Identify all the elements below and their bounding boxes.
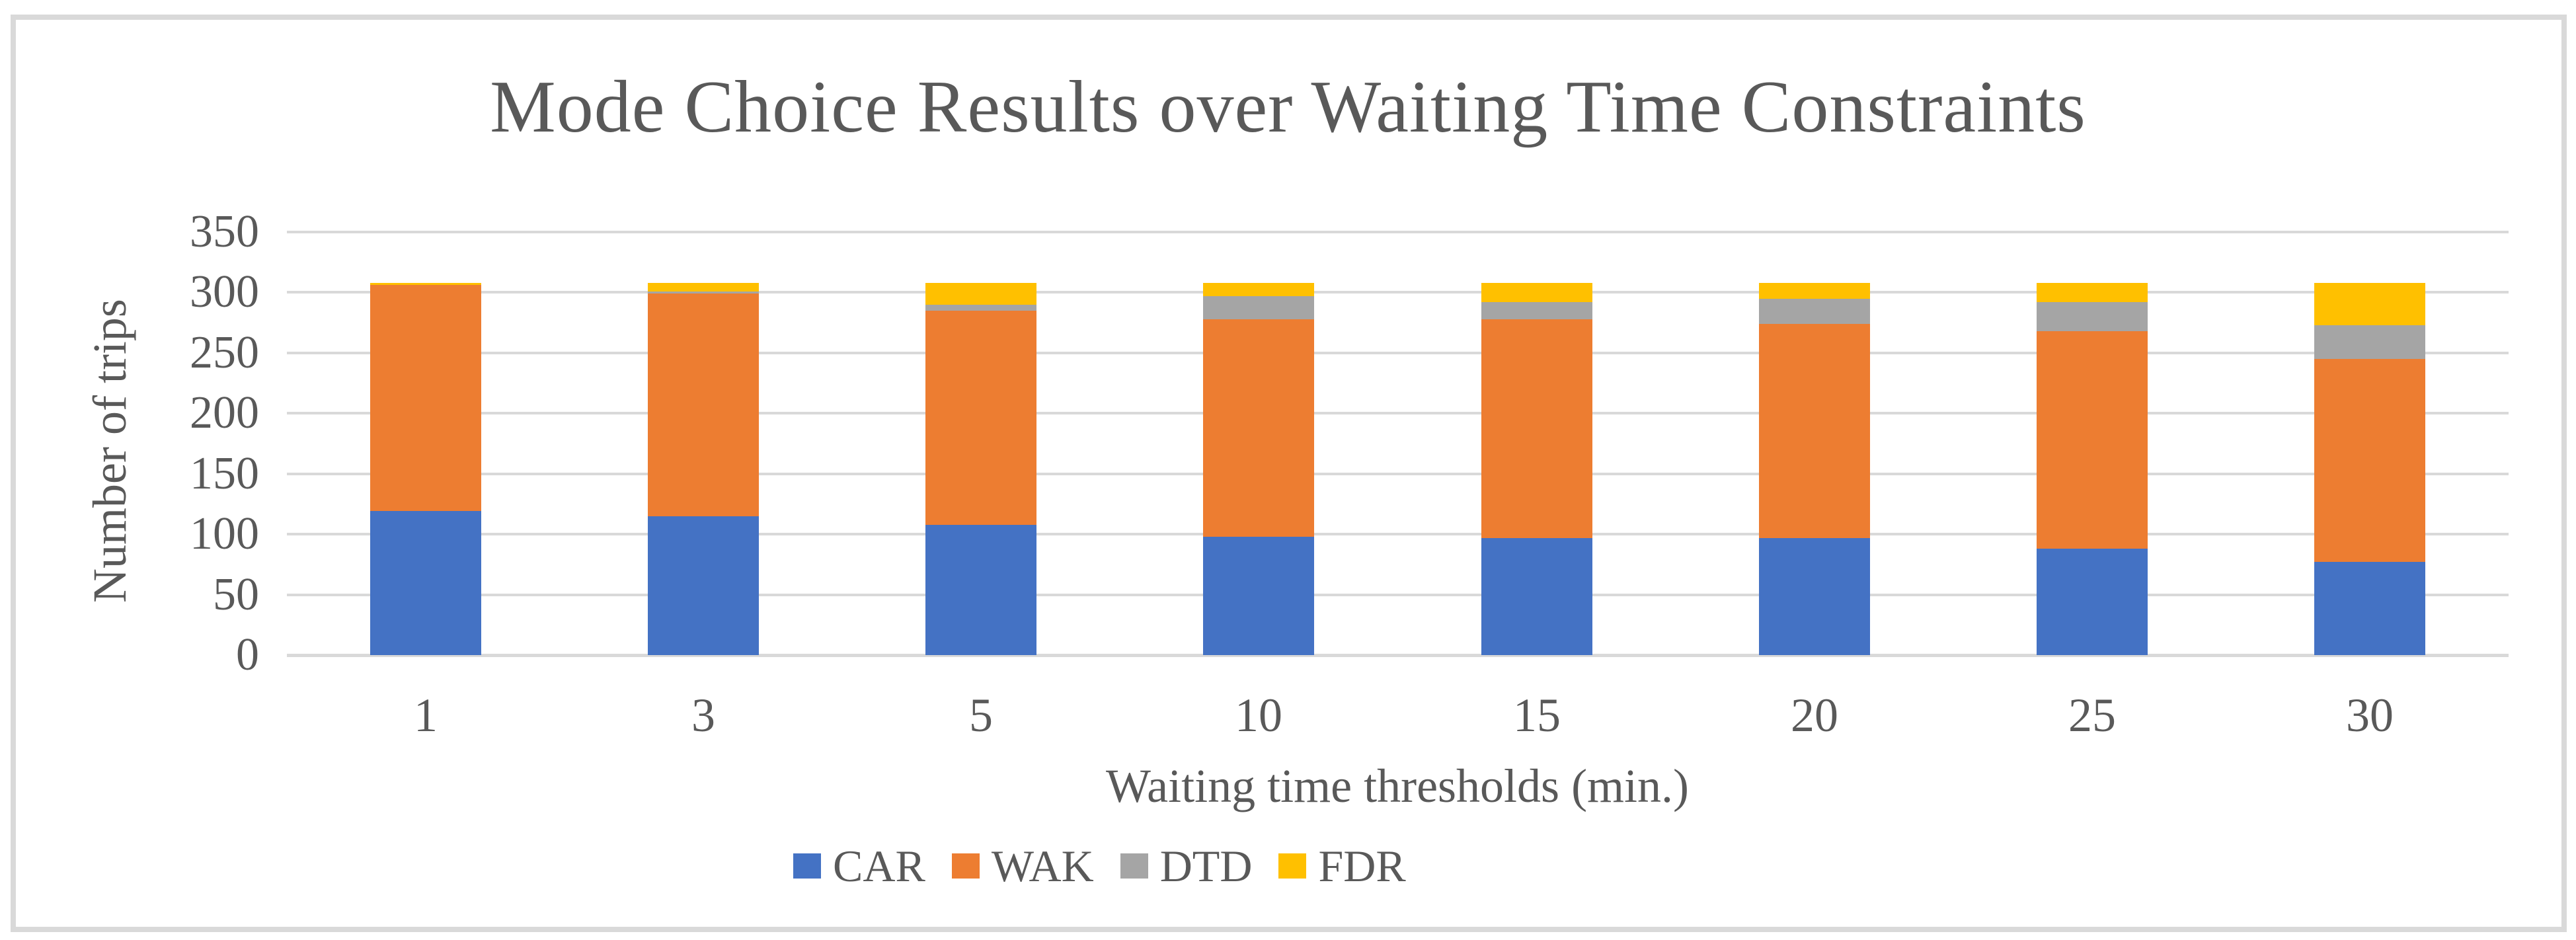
x-axis-line — [287, 654, 2509, 657]
bar-segment-car-1 — [370, 511, 481, 655]
legend-item-wak: WAK — [951, 841, 1094, 891]
bar-segment-wak-3 — [648, 294, 759, 516]
bar-segment-dtd-25 — [2037, 302, 2148, 331]
bar-segment-dtd-15 — [1481, 302, 1592, 319]
x-tick-label-25: 25 — [2068, 689, 2116, 742]
legend-swatch-car — [793, 853, 821, 879]
y-tick-label-0: 0 — [236, 629, 259, 680]
bar-segment-car-15 — [1481, 538, 1592, 655]
gridline-y100 — [287, 533, 2509, 535]
legend-label-wak: WAK — [991, 841, 1094, 891]
x-axis-title: Waiting time thresholds (min.) — [1105, 760, 1690, 812]
bar-segment-fdr-3 — [648, 283, 759, 292]
bar-segment-fdr-15 — [1481, 283, 1592, 302]
gridline-y150 — [287, 473, 2509, 475]
legend: CAR WAK DTD FDR — [793, 841, 1406, 891]
bar-segment-fdr-10 — [1203, 283, 1314, 296]
x-tick-label-3: 3 — [691, 689, 715, 742]
bar-segment-fdr-20 — [1759, 283, 1870, 299]
x-tick-label-5: 5 — [969, 689, 993, 742]
x-tick-label-1: 1 — [414, 689, 438, 742]
y-tick-label-250: 250 — [190, 327, 259, 378]
legend-item-dtd: DTD — [1120, 841, 1253, 891]
bar-segment-car-25 — [2037, 549, 2148, 655]
legend-label-fdr: FDR — [1318, 841, 1406, 891]
bar-segment-dtd-20 — [1759, 299, 1870, 324]
bar-segment-wak-10 — [1203, 319, 1314, 537]
bar-segment-car-3 — [648, 516, 759, 655]
bar-segment-car-20 — [1759, 538, 1870, 655]
y-tick-label-200: 200 — [190, 387, 259, 438]
x-tick-label-15: 15 — [1513, 689, 1561, 742]
y-tick-label-300: 300 — [190, 266, 259, 317]
bar-segment-dtd-30 — [2314, 325, 2425, 359]
bar-segment-dtd-3 — [648, 292, 759, 294]
y-tick-label-50: 50 — [213, 569, 259, 620]
y-tick-label-150: 150 — [190, 448, 259, 499]
bar-segment-dtd-5 — [925, 305, 1036, 311]
gridline-y350 — [287, 231, 2509, 233]
legend-item-fdr: FDR — [1278, 841, 1406, 891]
legend-swatch-dtd — [1120, 853, 1148, 879]
bar-segment-wak-5 — [925, 311, 1036, 525]
legend-swatch-wak — [951, 853, 980, 879]
gridline-y200 — [287, 412, 2509, 414]
x-tick-label-30: 30 — [2346, 689, 2394, 742]
gridline-y250 — [287, 352, 2509, 354]
chart-title: Mode Choice Results over Waiting Time Co… — [490, 66, 2086, 148]
bar-segment-wak-20 — [1759, 324, 1870, 538]
bar-segment-fdr-5 — [925, 283, 1036, 305]
gridline-y50 — [287, 594, 2509, 596]
bar-segment-car-5 — [925, 525, 1036, 655]
bar-segment-fdr-1 — [370, 283, 481, 285]
legend-swatch-fdr — [1278, 853, 1307, 879]
x-tick-label-20: 20 — [1791, 689, 1838, 742]
bar-segment-car-30 — [2314, 562, 2425, 655]
bar-segment-fdr-30 — [2314, 283, 2425, 325]
bar-segment-wak-30 — [2314, 359, 2425, 562]
legend-label-dtd: DTD — [1159, 841, 1253, 891]
y-tick-label-350: 350 — [190, 206, 259, 257]
legend-item-car: CAR — [793, 841, 925, 891]
x-tick-label-10: 10 — [1235, 689, 1282, 742]
legend-label-car: CAR — [833, 841, 925, 891]
bar-segment-dtd-10 — [1203, 296, 1314, 319]
bar-segment-wak-15 — [1481, 319, 1592, 538]
bar-segment-wak-1 — [370, 285, 481, 511]
bar-segment-fdr-25 — [2037, 283, 2148, 302]
bar-segment-wak-25 — [2037, 331, 2148, 549]
bar-segment-car-10 — [1203, 537, 1314, 655]
y-tick-label-100: 100 — [190, 508, 259, 559]
gridline-y300 — [287, 291, 2509, 294]
